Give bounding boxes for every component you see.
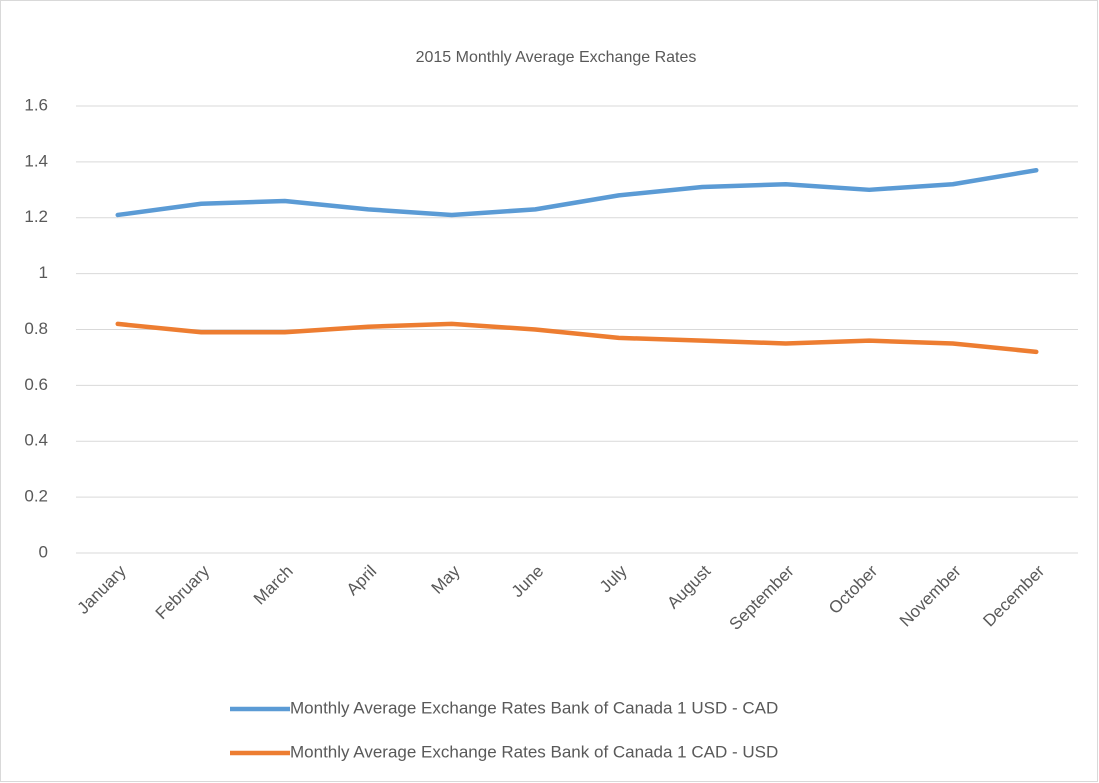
series-line [115, 168, 1039, 218]
y-tick-label: 0.2 [24, 487, 48, 506]
y-tick-label: 0.6 [24, 375, 48, 394]
y-tick-label: 0 [39, 542, 48, 561]
y-tick-label: 0.8 [24, 319, 48, 338]
series-line [115, 321, 1039, 355]
y-tick-label: 0.4 [24, 431, 48, 450]
y-tick-label: 1.6 [24, 95, 48, 114]
y-tick-label: 1.4 [24, 151, 48, 170]
y-tick-label: 1 [39, 263, 48, 282]
chart-title: 2015 Monthly Average Exchange Rates [416, 49, 697, 66]
y-tick-label: 1.2 [24, 207, 48, 226]
legend-label: Monthly Average Exchange Rates Bank of C… [290, 698, 778, 717]
legend-label: Monthly Average Exchange Rates Bank of C… [290, 742, 778, 761]
